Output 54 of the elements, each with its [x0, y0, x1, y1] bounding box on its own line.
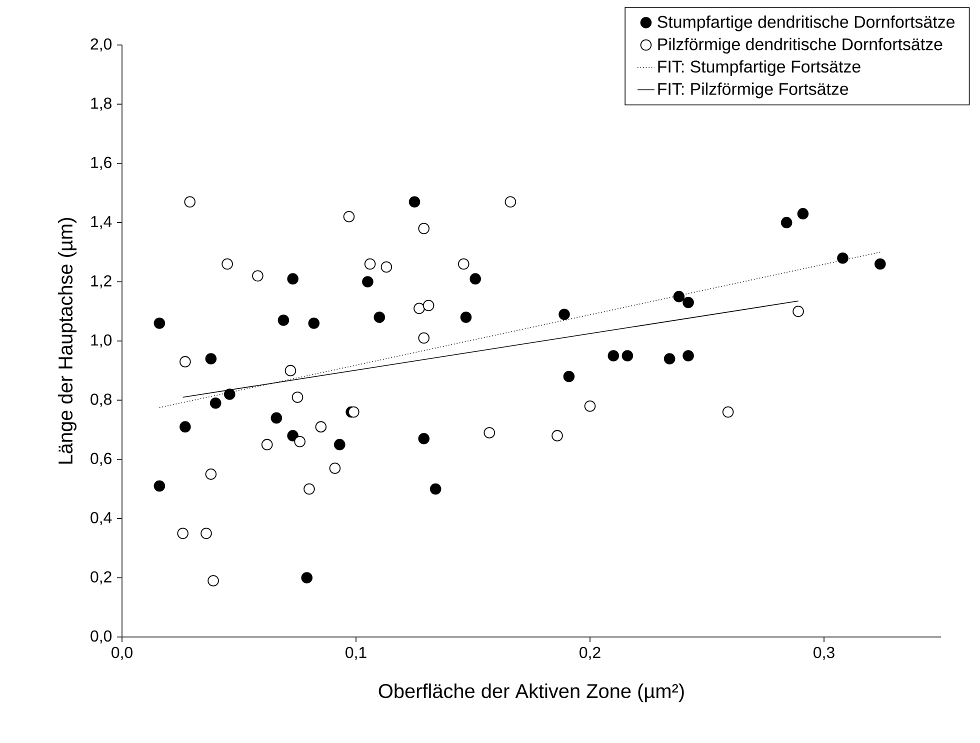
point — [558, 308, 570, 320]
point — [154, 318, 166, 329]
point — [205, 353, 217, 364]
point — [664, 353, 676, 364]
y-tick-label: 0,4 — [90, 512, 112, 526]
point — [682, 350, 694, 362]
point — [460, 312, 472, 323]
point — [470, 273, 481, 284]
y-axis-title: Länge der Hauptachse (µm) — [58, 218, 77, 464]
point — [874, 258, 886, 270]
x-tick-label: 0,3 — [814, 646, 834, 660]
point — [563, 370, 575, 382]
y-tick-label: 0,6 — [90, 452, 112, 466]
point — [374, 312, 386, 323]
point — [418, 433, 430, 444]
legend-label: FIT: Stumpfartige Fortsätze — [658, 60, 860, 76]
point — [837, 252, 848, 264]
legend-label: Pilzförmige dendritische Dornfortsätze — [658, 38, 942, 54]
y-tick-label: 0,2 — [90, 571, 112, 584]
x-tick-label: 0,0 — [112, 646, 132, 660]
legend-label: FIT: Pilzförmige Fortsätze — [658, 82, 848, 98]
x-tick-label: 0,1 — [346, 646, 366, 660]
point — [408, 196, 420, 208]
point — [287, 430, 298, 442]
x-axis-title: Oberfläche der Aktiven Zone (µm²) — [378, 684, 684, 702]
point — [608, 350, 620, 362]
x-tick-label: 0,2 — [580, 646, 600, 660]
point — [348, 406, 360, 418]
point — [287, 273, 298, 284]
point — [622, 350, 634, 362]
y-tick-label: 0,8 — [90, 394, 112, 407]
point — [308, 318, 320, 329]
point — [224, 388, 236, 400]
point — [301, 572, 313, 584]
legend-label: Stumpfartige dendritische Dornfortsätze — [658, 15, 954, 32]
point — [682, 296, 694, 308]
point — [780, 216, 792, 228]
point — [334, 438, 346, 450]
y-tick-label: 1,0 — [91, 334, 112, 348]
y-tick-label: 1,2 — [91, 275, 112, 288]
y-tick-label: 2,0 — [90, 38, 112, 52]
point — [673, 290, 685, 302]
point — [180, 421, 191, 432]
y-tick-label: 0,0 — [90, 630, 112, 644]
point — [210, 397, 222, 409]
y-tick-label: 1,6 — [91, 156, 112, 170]
y-tick-label: 1,8 — [91, 98, 112, 111]
point — [797, 208, 809, 220]
point — [154, 480, 166, 492]
point — [430, 483, 442, 495]
y-tick-label: 1,4 — [91, 216, 112, 230]
point — [362, 276, 374, 288]
point — [278, 314, 290, 326]
point — [270, 412, 282, 424]
